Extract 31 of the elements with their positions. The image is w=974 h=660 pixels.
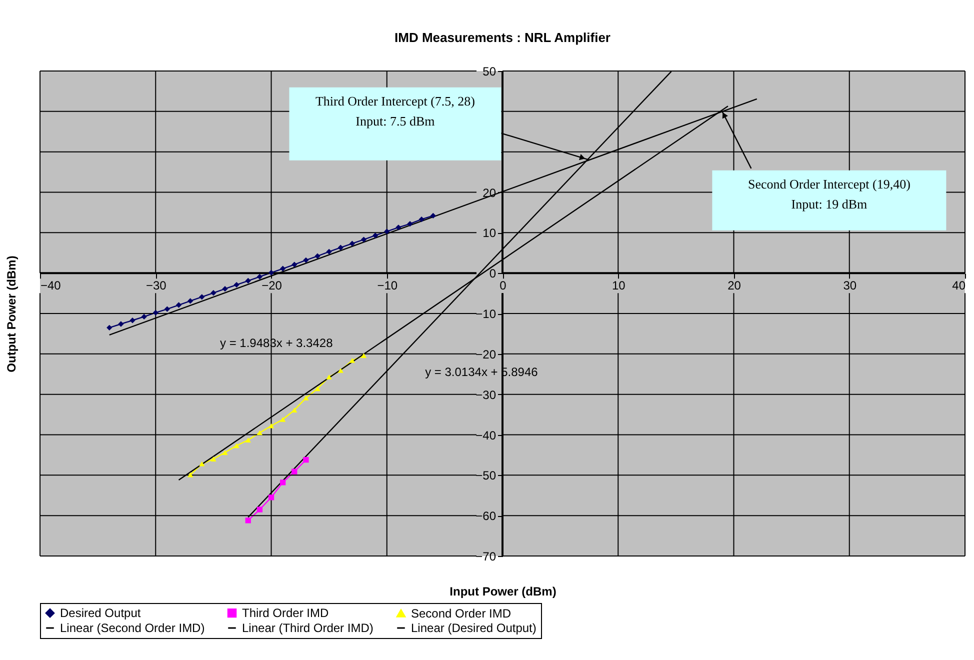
legend-label: Desired Output <box>60 606 142 620</box>
annotation: Second Order Intercept (19,40) Input: 19 dBm <box>748 176 910 212</box>
x-tick-label: 0 <box>500 278 507 293</box>
y-tick-label: 0 <box>489 266 496 281</box>
y-tick-label: −40 <box>476 428 496 442</box>
y-tick-label: 50 <box>482 64 496 78</box>
chart-title: IMD Measurements : NRL Amplifier <box>394 30 610 45</box>
x-tick-label: −20 <box>262 278 282 293</box>
y-tick-label: −10 <box>476 307 496 321</box>
x-tick-label: −10 <box>377 278 398 293</box>
x-tick-label: −40 <box>40 278 62 293</box>
legend-label: Linear (Desired Output) <box>411 621 536 635</box>
legend-label: Linear (Third Order IMD) <box>242 621 374 635</box>
x-tick-label: −30 <box>146 278 167 293</box>
y-tick-label: −20 <box>476 347 496 362</box>
y-tick-label: −50 <box>476 468 496 483</box>
legend-label: Third Order IMD <box>242 606 330 620</box>
y-tick-label: −70 <box>476 550 496 564</box>
x-tick-label: 20 <box>728 278 742 293</box>
y-tick-label: 20 <box>482 186 496 200</box>
y-axis-title: Output Power (dBm) <box>4 256 18 372</box>
y-tick-label: 10 <box>482 226 496 240</box>
x-axis-title: Input Power (dBm) <box>450 584 556 598</box>
y-tick-label: −30 <box>476 388 496 402</box>
legend-label: Linear (Second Order IMD) <box>60 621 205 635</box>
x-tick-label: 40 <box>952 278 966 293</box>
x-tick-label: 30 <box>843 278 857 293</box>
legend-label: Second Order IMD <box>411 606 512 620</box>
annotation: Third Order Intercept (7.5, 28) Input: 7.5 dBm <box>315 93 475 128</box>
x-tick-label: 10 <box>612 278 626 293</box>
y-tick-label: −60 <box>476 509 496 524</box>
